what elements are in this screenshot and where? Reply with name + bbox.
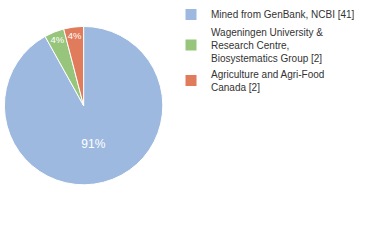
svg-text:4%: 4% <box>68 30 82 41</box>
svg-text:4%: 4% <box>50 34 64 45</box>
svg-text:Agriculture and Agri-FoodCanad: Agriculture and Agri-FoodCanada [2] <box>211 69 324 93</box>
svg-text:Wageningen University &Researc: Wageningen University &Research Centre,B… <box>211 27 323 64</box>
svg-text:Mined from GenBank, NCBI [41]: Mined from GenBank, NCBI [41] <box>211 9 355 20</box>
svg-text:91%: 91% <box>81 137 105 151</box>
